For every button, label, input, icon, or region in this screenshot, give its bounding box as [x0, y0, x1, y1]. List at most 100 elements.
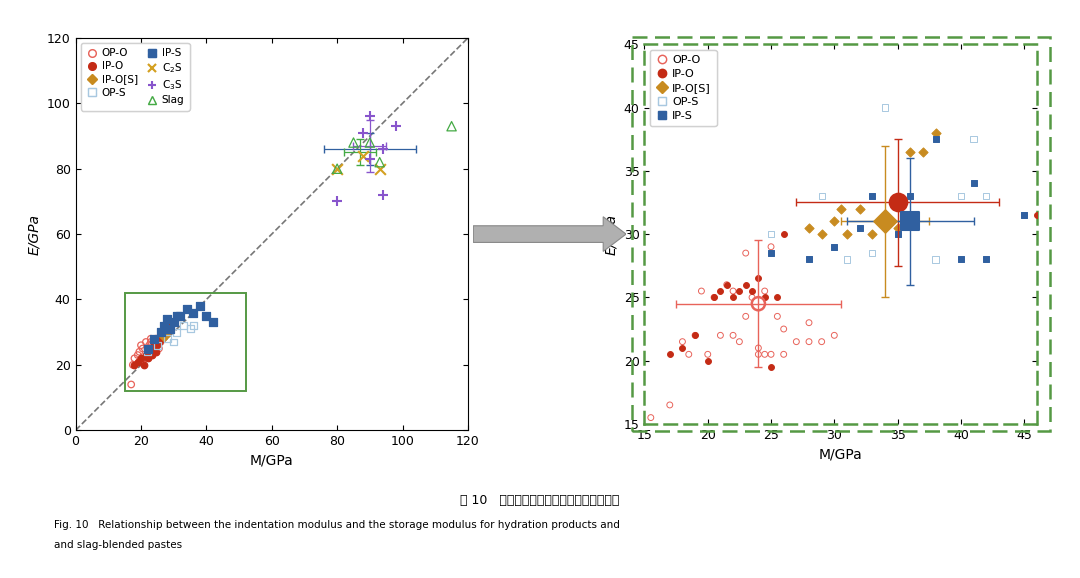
Point [851, 223, 868, 232]
Point [162, 321, 179, 330]
Point [133, 340, 150, 350]
Polygon shape [473, 217, 626, 251]
Point [130, 357, 147, 366]
Point [712, 331, 729, 340]
Point [743, 292, 760, 302]
Point [826, 217, 843, 226]
Point [136, 354, 153, 363]
Point [838, 229, 855, 239]
Point [124, 360, 141, 369]
Bar [124, 293, 245, 391]
Point [137, 338, 154, 347]
Point [813, 191, 831, 201]
Point [137, 350, 154, 360]
Point [139, 347, 157, 357]
Point [687, 331, 704, 340]
Y-axis label: E/GPa: E/GPa [604, 214, 618, 254]
Point [1028, 210, 1045, 220]
Point [800, 318, 818, 327]
Point [159, 314, 176, 324]
Point [125, 360, 143, 369]
Point [787, 337, 805, 346]
Point [680, 350, 698, 359]
Point [172, 311, 189, 320]
Point [204, 318, 221, 327]
Point [737, 249, 754, 258]
Point [152, 338, 170, 347]
Point [661, 401, 678, 410]
Point [876, 217, 893, 226]
Point [718, 280, 735, 290]
Point [328, 164, 346, 173]
Point [800, 223, 818, 232]
Point [159, 328, 176, 337]
Point [181, 324, 199, 334]
Point [143, 334, 160, 343]
Point [712, 287, 729, 296]
Point [165, 338, 183, 347]
Point [147, 334, 164, 343]
Point [915, 147, 932, 157]
Point [150, 338, 167, 347]
Point [345, 138, 362, 147]
Point [705, 292, 723, 302]
Point [136, 360, 153, 369]
Point [149, 340, 166, 350]
Point [718, 280, 735, 290]
Point [737, 280, 754, 290]
Point [144, 344, 161, 353]
Y-axis label: E/GPa: E/GPa [27, 214, 41, 254]
Point [851, 204, 868, 213]
Point [800, 255, 818, 264]
Point [762, 249, 780, 258]
Point [731, 337, 748, 346]
Point [876, 103, 893, 112]
Point [775, 324, 793, 334]
Point [813, 229, 831, 239]
Point [146, 334, 163, 343]
Point [185, 308, 202, 317]
Point [139, 344, 157, 353]
Point [731, 287, 748, 296]
Point [143, 338, 160, 347]
Point [813, 337, 831, 346]
Point [156, 331, 173, 340]
Point [902, 217, 919, 226]
Point [144, 350, 161, 360]
Point [168, 328, 186, 337]
Point [162, 324, 179, 334]
Point [354, 128, 372, 138]
Point [964, 135, 982, 144]
Point [750, 299, 767, 308]
Point [977, 255, 995, 264]
Point [140, 340, 158, 350]
Point [826, 242, 843, 251]
Point [125, 354, 143, 363]
Point [149, 334, 166, 343]
Point [1015, 210, 1032, 220]
Point [699, 350, 716, 359]
Point [130, 350, 147, 360]
Point [147, 347, 164, 357]
Point [178, 305, 195, 314]
Point [725, 331, 742, 340]
Point [133, 354, 150, 363]
Point [361, 154, 378, 164]
Point [198, 311, 215, 320]
Point [743, 287, 760, 296]
Point [838, 255, 855, 264]
Point [699, 356, 716, 365]
Point [146, 340, 163, 350]
Point [687, 331, 704, 340]
Point [139, 354, 157, 363]
Point [927, 135, 944, 144]
Point [725, 292, 742, 302]
Point [372, 164, 389, 173]
Point [705, 292, 723, 302]
Point [388, 121, 405, 131]
Point [185, 321, 202, 330]
X-axis label: M/GPa: M/GPa [249, 454, 294, 468]
Point [168, 311, 186, 320]
Point [131, 347, 148, 357]
Point [832, 204, 849, 213]
